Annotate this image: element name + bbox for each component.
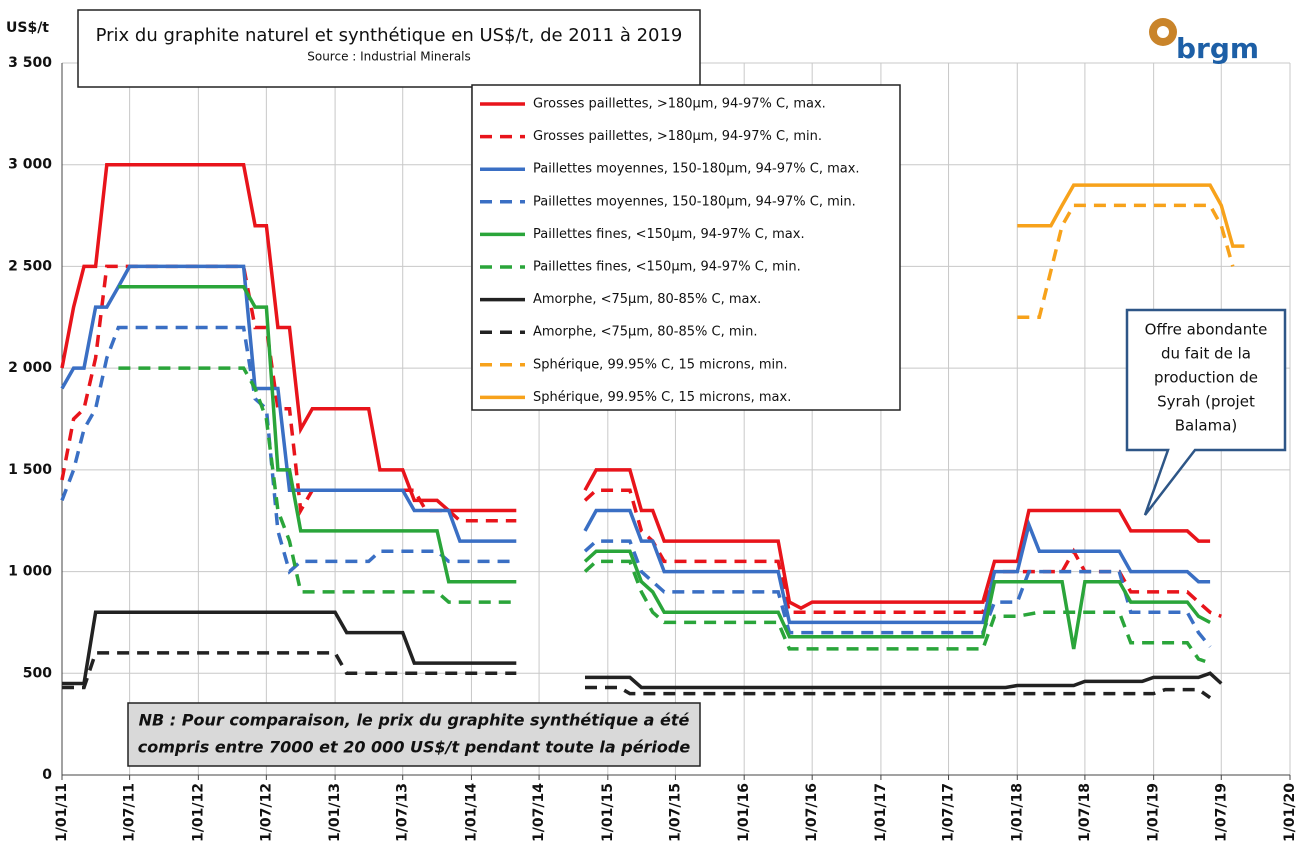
legend-label: Paillettes moyennes, 150-180µm, 94-97% C…: [533, 194, 856, 209]
series-line: [60, 264, 1211, 625]
x-tick-label: 1/01/18: [1009, 783, 1025, 842]
y-tick-label: 2 500: [8, 258, 52, 274]
x-tick-label: 1/01/16: [736, 783, 752, 842]
logo-text: brgm: [1176, 32, 1259, 65]
x-tick-label: 1/01/17: [873, 783, 889, 842]
logo: brgm: [1149, 18, 1259, 65]
legend-label: Sphérique, 99.95% C, 15 microns, min.: [533, 357, 788, 372]
x-tick-label: 1/07/18: [1077, 783, 1093, 842]
note-text: NB : Pour comparaison, le prix du graphi…: [138, 711, 691, 757]
series-line: [1017, 183, 1245, 248]
legend-label: Amorphe, <75µm, 80-85% C, min.: [533, 325, 758, 340]
legend-label: Amorphe, <75µm, 80-85% C, max.: [533, 292, 761, 307]
note-line: NB : Pour comparaison, le prix du graphi…: [139, 711, 690, 730]
callout-line: Offre abondante: [1145, 321, 1268, 339]
callout-line: Syrah (projet: [1157, 393, 1255, 411]
x-tick-label: 1/01/12: [190, 783, 206, 842]
series-line: [60, 162, 1211, 611]
callout-line: du fait de la: [1161, 345, 1251, 363]
legend-label: Paillettes fines, <150µm, 94-97% C, min.: [533, 260, 801, 275]
title-box: [77, 9, 701, 88]
plot-lines: [60, 162, 1245, 700]
series-line: [118, 285, 1211, 650]
callout-box: [1125, 308, 1287, 516]
x-tick-label: 1/07/12: [258, 783, 274, 842]
x-tick-label: 1/01/15: [600, 783, 616, 842]
series-line: [62, 610, 1223, 690]
y-tick-label: 3 000: [8, 157, 52, 173]
chart-subtitle: Source : Industrial Minerals: [307, 50, 471, 64]
x-tick-label: 1/07/14: [531, 783, 547, 842]
legend-entries: Grosses paillettes, >180µm, 94-97% C, ma…: [480, 97, 860, 405]
y-axis-label: US$/t: [6, 20, 49, 36]
series-line: [1017, 203, 1235, 320]
x-tick-label: 1/01/20: [1282, 783, 1298, 842]
callout-line: Balama): [1175, 417, 1238, 435]
x-tick-label: 1/07/15: [667, 783, 683, 842]
y-tick-label: 2 000: [8, 360, 52, 376]
legend-label: Sphérique, 99.95% C, 15 microns, max.: [533, 390, 791, 405]
callout-line: production de: [1154, 369, 1258, 387]
note-box: [127, 702, 701, 767]
legend-label: Paillettes fines, <150µm, 94-97% C, max.: [533, 227, 805, 242]
x-tick-label: 1/07/19: [1213, 783, 1229, 842]
logo-mark: [1157, 26, 1169, 38]
legend-label: Paillettes moyennes, 150-180µm, 94-97% C…: [533, 162, 860, 177]
grid: 0 500 1 000 1 500 2 000 2 500 3 000 3 500 1/01/1…: [8, 55, 1298, 842]
series-line: [118, 366, 1211, 665]
y-tick-label: 500: [23, 665, 52, 681]
note-line: compris entre 7000 et 20 000 US$/t penda…: [138, 738, 691, 757]
x-tick-label: 1/07/16: [804, 783, 820, 842]
legend-label: Grosses paillettes, >180µm, 94-97% C, mi…: [533, 129, 822, 144]
series-line: [62, 651, 1212, 700]
y-tick-label: 1 000: [8, 564, 52, 580]
x-tick-label: 1/07/13: [395, 783, 411, 842]
y-tick-label: 0: [42, 767, 52, 783]
y-tick-label: 1 500: [8, 462, 52, 478]
y-tick-label: 3 500: [8, 55, 52, 71]
x-tick-label: 1/01/14: [463, 783, 479, 842]
x-tick-label: 1/07/11: [122, 783, 138, 842]
x-tick-label: 1/01/19: [1146, 783, 1162, 842]
legend: [471, 84, 901, 411]
x-tick-label: 1/07/17: [941, 783, 957, 842]
callout-text: Offre abondante du fait de la production d…: [1145, 321, 1268, 435]
x-tick-label: 1/01/13: [327, 783, 343, 842]
chart-title: Prix du graphite naturel et synthétique …: [96, 25, 683, 46]
legend-label: Grosses paillettes, >180µm, 94-97% C, ma…: [533, 97, 826, 112]
x-tick-label: 1/01/11: [54, 783, 70, 842]
